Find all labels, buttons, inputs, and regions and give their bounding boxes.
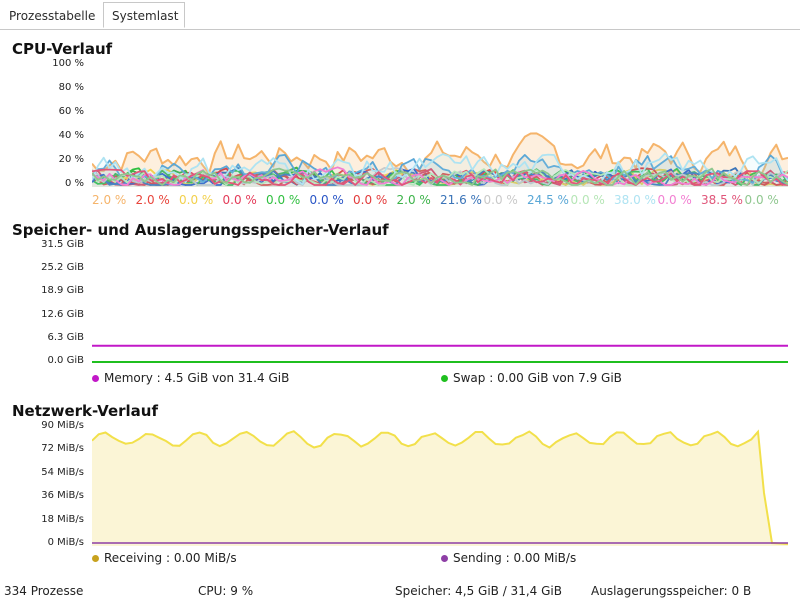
tab-prozesstabelle[interactable]: Prozesstabelle bbox=[9, 9, 96, 23]
sending-legend-label: Sending : 0.00 MiB/s bbox=[453, 551, 577, 565]
network-history-graph bbox=[92, 429, 788, 546]
memory-history-title: Speicher- und Auslagerungsspeicher-Verla… bbox=[12, 221, 389, 239]
swap-legend-label: Swap : 0.00 GiB von 7.9 GiB bbox=[453, 371, 622, 385]
cpu-core-value: 21.6 % bbox=[440, 193, 482, 207]
network-y-tick: 36 MiB/s bbox=[41, 490, 84, 502]
network-y-tick: 54 MiB/s bbox=[41, 466, 84, 478]
status-cpu: CPU: 9 % bbox=[198, 584, 254, 598]
memory-legend-label: Memory : 4.5 GiB von 31.4 GiB bbox=[104, 371, 290, 385]
cpu-core-value: 38.5 % bbox=[701, 193, 743, 207]
network-y-tick: 90 MiB/s bbox=[41, 420, 84, 431]
cpu-core-value: 0.0 % bbox=[309, 193, 344, 207]
cpu-core-value: 24.5 % bbox=[527, 193, 569, 207]
cpu-core-value: 2.0 % bbox=[135, 193, 170, 207]
status-process-count: 334 Prozesse bbox=[4, 584, 84, 598]
network-y-tick: 18 MiB/s bbox=[41, 513, 84, 525]
cpu-core-value: 0.0 % bbox=[483, 193, 518, 207]
cpu-core-line bbox=[92, 152, 788, 185]
cpu-core-line bbox=[92, 168, 788, 186]
sending-legend: Sending : 0.00 MiB/s bbox=[441, 551, 576, 565]
cpu-core-value: 0.0 % bbox=[657, 193, 692, 207]
cpu-core-value: 2.0 % bbox=[396, 193, 431, 207]
swap-legend: Swap : 0.00 GiB von 7.9 GiB bbox=[441, 371, 622, 385]
cpu-core-value: 2.0 % bbox=[92, 193, 127, 207]
cpu-core-value: 0.0 % bbox=[179, 193, 214, 207]
receiving-area bbox=[92, 431, 788, 546]
receiving-color-dot bbox=[92, 555, 99, 562]
cpu-core-value: 0.0 % bbox=[744, 193, 779, 207]
sending-color-dot bbox=[441, 555, 448, 562]
status-memory: Speicher: 4,5 GiB / 31,4 GiB bbox=[395, 584, 562, 598]
cpu-core-legend: 2.0 % 2.0 % 0.0 % 0.0 % 0.0 % 0.0 % 0.0 % 2.0 %… bbox=[92, 193, 788, 207]
cpu-y-tick: 100 % bbox=[52, 58, 84, 69]
memory-y-tick: 25.2 GiB bbox=[41, 262, 84, 274]
cpu-y-tick: 60 % bbox=[58, 106, 84, 117]
memory-color-dot bbox=[92, 375, 99, 382]
cpu-y-tick: 40 % bbox=[58, 130, 84, 141]
cpu-core-value: 0.0 % bbox=[266, 193, 301, 207]
tab-systemlast[interactable]: Systemlast bbox=[103, 2, 185, 28]
cpu-core-line bbox=[92, 167, 788, 186]
receiving-legend: Receiving : 0.00 MiB/s bbox=[92, 551, 237, 565]
cpu-history-title: CPU-Verlauf bbox=[12, 40, 113, 58]
tab-bar: Prozesstabelle Systemlast bbox=[0, 0, 800, 30]
cpu-core-value: 38.0 % bbox=[614, 193, 656, 207]
memory-history-graph bbox=[92, 344, 788, 363]
cpu-core-value: 0.0 % bbox=[353, 193, 388, 207]
memory-y-tick: 31.5 GiB bbox=[41, 239, 84, 250]
receiving-legend-label: Receiving : 0.00 MiB/s bbox=[104, 551, 237, 565]
memory-y-tick: 0.0 GiB bbox=[47, 355, 84, 366]
memory-y-tick: 18.9 GiB bbox=[41, 285, 84, 297]
memory-legend: Memory : 4.5 GiB von 31.4 GiB bbox=[92, 371, 289, 385]
network-y-tick: 0 MiB/s bbox=[47, 537, 84, 548]
cpu-y-tick: 20 % bbox=[58, 154, 84, 165]
network-y-tick: 72 MiB/s bbox=[41, 443, 84, 455]
cpu-core-value: 0.0 % bbox=[570, 193, 605, 207]
cpu-core-value: 0.0 % bbox=[222, 193, 257, 207]
cpu-history-graph bbox=[92, 65, 788, 187]
swap-color-dot bbox=[441, 375, 448, 382]
cpu-y-tick: 0 % bbox=[64, 178, 84, 189]
status-swap: Auslagerungsspeicher: 0 B bbox=[591, 584, 752, 598]
memory-y-tick: 12.6 GiB bbox=[41, 308, 84, 320]
receiving-line bbox=[92, 429, 788, 545]
network-history-title: Netzwerk-Verlauf bbox=[12, 402, 158, 420]
memory-y-tick: 6.3 GiB bbox=[47, 331, 84, 343]
cpu-y-tick: 80 % bbox=[58, 82, 84, 93]
